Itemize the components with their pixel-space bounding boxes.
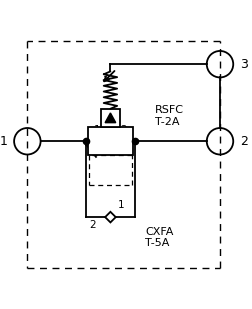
Text: 1: 1	[0, 135, 7, 148]
Bar	[87, 127, 133, 154]
Text: 1: 1	[94, 125, 101, 134]
Polygon shape	[105, 113, 116, 123]
Text: CXFA
T-5A: CXFA T-5A	[145, 227, 174, 248]
Text: 3: 3	[240, 58, 248, 71]
Bar	[101, 109, 120, 127]
Text: 3: 3	[101, 73, 108, 83]
Text: 1: 1	[118, 200, 124, 210]
Text: 2: 2	[240, 135, 248, 148]
Text: 2: 2	[89, 219, 95, 230]
Polygon shape	[105, 212, 116, 222]
Text: RSFC
T-2A: RSFC T-2A	[155, 105, 184, 127]
Text: 2: 2	[120, 125, 127, 134]
